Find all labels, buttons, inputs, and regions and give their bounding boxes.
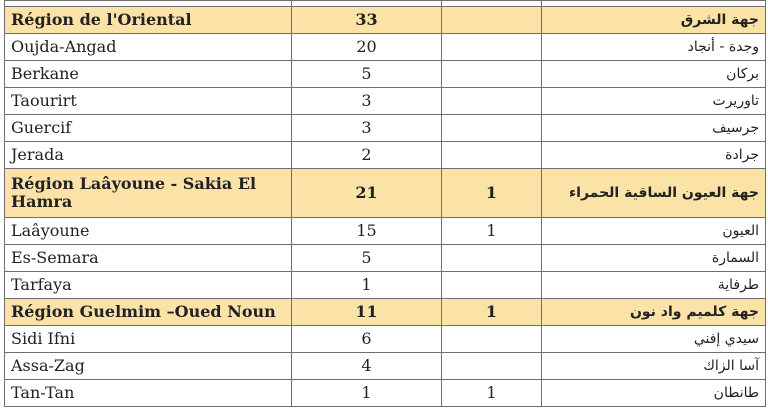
table-row-count: 5 — [291, 244, 442, 272]
table-row-count: 20 — [291, 33, 442, 61]
table-row-count: 4 — [291, 352, 442, 380]
region-row: Région Laâyoune - Sakia El Hamra 21 1 جهة ا… — [4, 168, 766, 218]
table-row-extra — [441, 325, 542, 353]
table-row-count: 6 — [291, 325, 442, 353]
table-row-name-ar: بركان — [541, 60, 766, 88]
table-row-name-fr: Taourirt — [4, 87, 292, 115]
table-row-name-fr: Sidi Ifni — [4, 325, 292, 353]
region-row: Région de l'Oriental 33 جهة الشرق — [4, 6, 766, 34]
table-row-name-fr: Jerada — [4, 141, 292, 169]
table-row-count: 2 — [291, 141, 442, 169]
table-row-name-fr: Berkane — [4, 60, 292, 88]
region-row-name-fr: Région de l'Oriental — [4, 6, 292, 34]
region-row-name-ar: جهة الشرق — [541, 6, 766, 34]
table-row-count: 1 — [291, 271, 442, 299]
table-row: Tarfaya 1 طرفاية — [4, 271, 766, 299]
table-row: Tan-Tan 1 1 طانطان — [4, 379, 766, 407]
region-row-name-ar: جهة العيون الساقية الحمراء — [541, 168, 766, 218]
table-row-name-ar: جرسيف — [541, 114, 766, 142]
table-row-extra — [441, 271, 542, 299]
table-row-extra — [441, 141, 542, 169]
region-row-extra: 1 — [441, 298, 542, 326]
region-row-name-fr: Région Guelmim –Oued Noun — [4, 298, 292, 326]
region-row: Région Guelmim –Oued Noun 11 1 جهة كلميم وا… — [4, 298, 766, 326]
region-row-count: 21 — [291, 168, 442, 218]
table-row-extra — [441, 60, 542, 88]
region-row-count: 11 — [291, 298, 442, 326]
table-row-count: 3 — [291, 114, 442, 142]
table-row-count: 1 — [291, 379, 442, 407]
regions-table: Région de l'Oriental 33 جهة الشرق Oujda-Ang… — [4, 0, 766, 407]
table-row-name-fr: Assa-Zag — [4, 352, 292, 380]
region-row-name-ar: جهة كلميم واد نون — [541, 298, 766, 326]
table-row: Oujda-Angad 20 وجدة - أنجاد — [4, 33, 766, 61]
region-row-count: 33 — [291, 6, 442, 34]
table-row-extra: 1 — [441, 379, 542, 407]
table-row-extra — [441, 87, 542, 115]
table-row-name-fr: Oujda-Angad — [4, 33, 292, 61]
table-row-name-ar: جرادة — [541, 141, 766, 169]
table-row-name-fr: Laâyoune — [4, 217, 292, 245]
region-row-name-fr: Région Laâyoune - Sakia El Hamra — [4, 168, 292, 218]
table-row: Jerada 2 جرادة — [4, 141, 766, 169]
table-row-name-ar: وجدة - أنجاد — [541, 33, 766, 61]
table-row-count: 5 — [291, 60, 442, 88]
table-row: Berkane 5 بركان — [4, 60, 766, 88]
table-row: Guercif 3 جرسيف — [4, 114, 766, 142]
table-row-name-fr: Tarfaya — [4, 271, 292, 299]
table-row-extra — [441, 33, 542, 61]
table-row-name-fr: Tan-Tan — [4, 379, 292, 407]
table-row-name-fr: Es-Semara — [4, 244, 292, 272]
table-row: Assa-Zag 4 آسا الزاك — [4, 352, 766, 380]
table-row-extra: 1 — [441, 217, 542, 245]
table-row-name-ar: السمارة — [541, 244, 766, 272]
table-row-name-ar: طرفاية — [541, 271, 766, 299]
table-row-name-ar: العيون — [541, 217, 766, 245]
table-row: Taourirt 3 تاوريرت — [4, 87, 766, 115]
table-row-name-ar: طانطان — [541, 379, 766, 407]
table-row-name-fr: Guercif — [4, 114, 292, 142]
table-row: Sidi Ifni 6 سيدي إفني — [4, 325, 766, 353]
table-row-name-ar: تاوريرت — [541, 87, 766, 115]
region-row-extra — [441, 6, 542, 34]
table-row-name-ar: آسا الزاك — [541, 352, 766, 380]
table-row-extra — [441, 352, 542, 380]
table-row-extra — [441, 114, 542, 142]
table-row-count: 3 — [291, 87, 442, 115]
table-row-extra — [441, 244, 542, 272]
table-row: Laâyoune 15 1 العيون — [4, 217, 766, 245]
region-row-extra: 1 — [441, 168, 542, 218]
table-row: Es-Semara 5 السمارة — [4, 244, 766, 272]
table-row-name-ar: سيدي إفني — [541, 325, 766, 353]
table-row-count: 15 — [291, 217, 442, 245]
